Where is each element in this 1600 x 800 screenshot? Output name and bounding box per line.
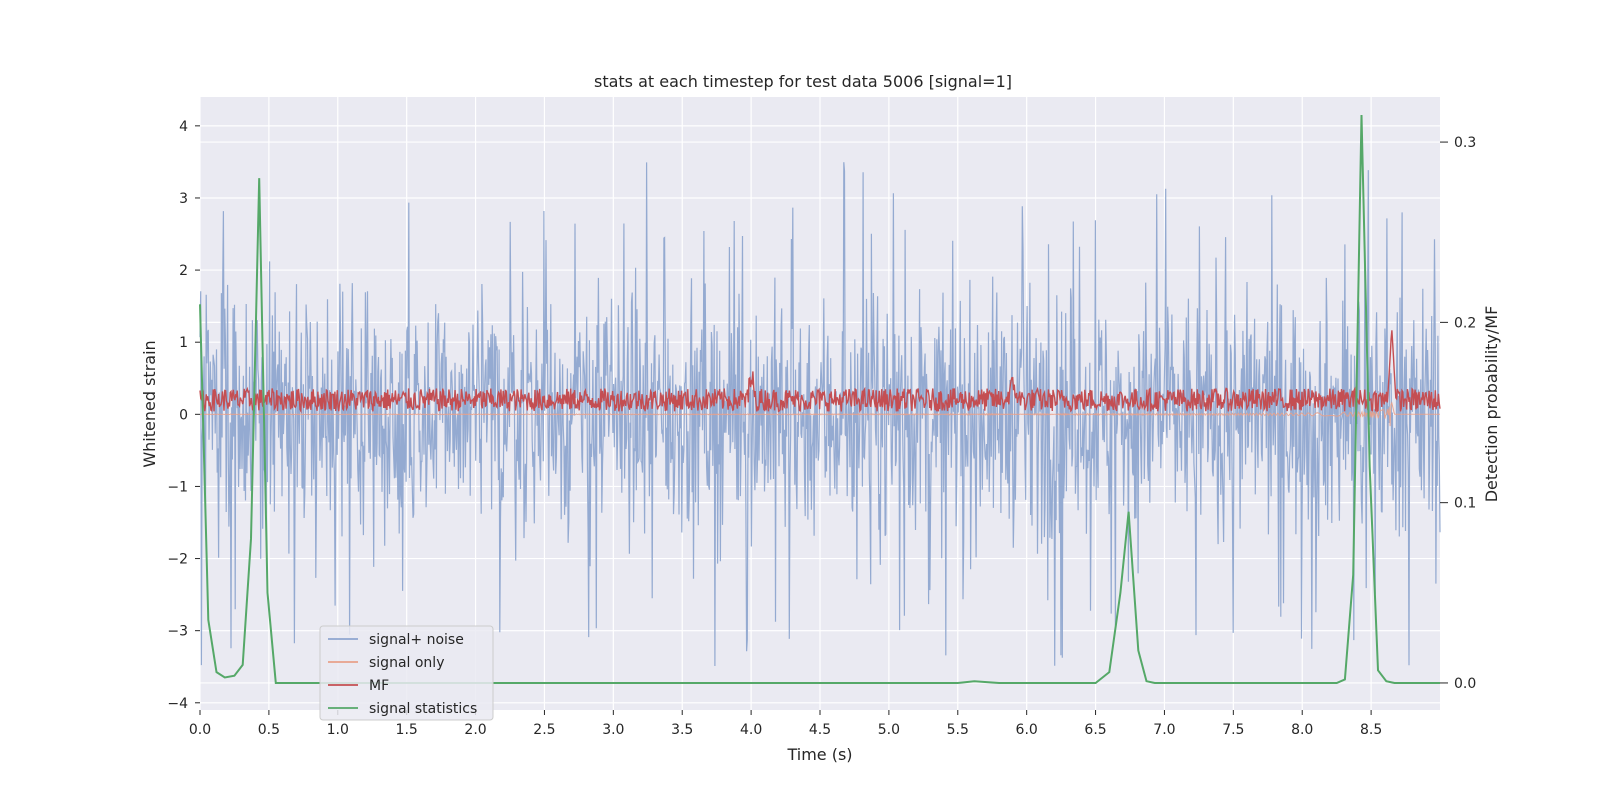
y-axis-ticks: 4 3 2 1 0 −1 −2 −3 −4 [167, 119, 200, 712]
svg-text:signal+ noise: signal+ noise [369, 632, 464, 648]
series-signal-statistics [199, 114, 1440, 684]
x-tick-label: 3.0 [602, 722, 624, 738]
series-mf [199, 330, 1441, 414]
y-tick-label: 3 [179, 191, 188, 207]
legend-entry-signal-noise: signal+ noise [328, 632, 464, 648]
y2-axis-ticks: 0.3 0.2 0.1 0.0 [1440, 135, 1476, 692]
x-tick-label: 6.0 [1016, 722, 1038, 738]
x-tick-label: 4.0 [740, 722, 762, 738]
x-tick-label: 3.5 [671, 722, 693, 738]
svg-text:signal only: signal only [369, 655, 444, 671]
y-tick-label: −4 [167, 696, 188, 712]
svg-text:MF: MF [369, 678, 389, 694]
chart-title: stats at each timestep for test data 500… [594, 72, 1012, 91]
y-tick-label: 0 [179, 407, 188, 423]
legend-entry-signal-statistics: signal statistics [328, 701, 477, 717]
y-tick-label: −3 [167, 624, 188, 640]
legend: signal+ noise signal only MF signal stat… [319, 625, 494, 721]
y-axis-label: Whitened strain [140, 340, 159, 467]
legend-entry-signal-only: signal only [328, 655, 444, 671]
x-tick-label: 1.5 [396, 722, 418, 738]
y2-tick-label: 0.2 [1454, 315, 1476, 331]
x-axis-label: Time (s) [786, 745, 852, 764]
y-tick-label: 2 [179, 263, 188, 279]
x-tick-label: 2.0 [464, 722, 486, 738]
signal-only-line [199, 401, 1440, 427]
x-axis-ticks: 0.0 0.5 1.0 1.5 2.0 2.5 3.0 3.5 4.0 4.5 5.0 5.5 6.0 6… [189, 710, 1382, 738]
svg-text:signal statistics: signal statistics [369, 701, 477, 717]
x-tick-label: 5.5 [947, 722, 969, 738]
legend-box [319, 625, 494, 721]
y2-tick-label: 0.1 [1454, 496, 1476, 512]
y2-tick-label: 0.0 [1454, 676, 1476, 692]
x-tick-label: 0.5 [258, 722, 280, 738]
y2-axis-label: Detection probability/MF [1482, 306, 1501, 503]
series-signal-noise [199, 162, 1441, 667]
x-tick-label: 7.5 [1222, 722, 1244, 738]
x-tick-label: 7.0 [1153, 722, 1175, 738]
legend-entry-mf: MF [328, 678, 389, 694]
series-signal-only [199, 401, 1440, 427]
y-tick-label: −2 [167, 552, 188, 568]
x-tick-label: 8.0 [1291, 722, 1313, 738]
y2-tick-label: 0.3 [1454, 135, 1476, 151]
y-tick-label: 4 [179, 119, 188, 135]
signal-noise-line [199, 162, 1441, 667]
x-tick-label: 8.5 [1360, 722, 1382, 738]
x-tick-label: 0.0 [189, 722, 211, 738]
x-tick-label: 5.0 [878, 722, 900, 738]
x-tick-label: 2.5 [533, 722, 555, 738]
mf-line [199, 330, 1441, 414]
x-tick-label: 1.0 [327, 722, 349, 738]
signal-statistics-line [199, 114, 1440, 684]
x-tick-label: 6.5 [1084, 722, 1106, 738]
y-tick-label: −1 [167, 479, 188, 495]
x-tick-label: 4.5 [809, 722, 831, 738]
y-tick-label: 1 [179, 335, 188, 351]
